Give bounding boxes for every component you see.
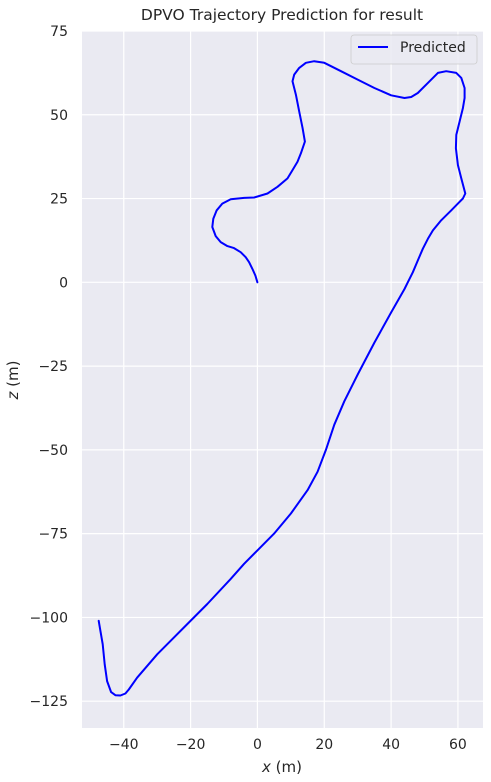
y-tick-label: 50: [50, 108, 68, 124]
y-axis-label-unit: (m): [4, 361, 22, 392]
y-tick-label: −75: [38, 527, 68, 543]
y-tick-labels: 75 50 25 0 −25 −50 −75 −100 −125: [30, 24, 68, 710]
x-axis-label: x (m): [261, 758, 302, 776]
y-tick-label: 0: [59, 275, 68, 291]
x-tick-label: −40: [109, 737, 139, 753]
legend-box: [350, 34, 478, 65]
x-tick-label: 0: [253, 737, 262, 753]
chart-title: DPVO Trajectory Prediction for result: [141, 6, 423, 24]
x-axis-label-var: x: [261, 758, 271, 776]
y-tick-label: −25: [38, 359, 68, 375]
y-tick-label: −50: [38, 443, 68, 459]
series-line-predicted: [97, 60, 467, 697]
x-tick-label: 60: [449, 737, 467, 753]
x-tick-label: 20: [315, 737, 333, 753]
x-tick-label: −20: [176, 737, 206, 753]
series-layer: [97, 60, 467, 697]
plot-background: [82, 31, 483, 728]
y-tick-label: 75: [50, 24, 68, 40]
grid: [82, 30, 483, 728]
x-axis-label-unit: (m): [271, 758, 302, 776]
legend-label-predicted: Predicted: [400, 40, 466, 56]
legend: Predicted: [350, 34, 478, 65]
x-tick-label: 40: [382, 737, 400, 753]
x-tick-labels: −40 −20 0 20 40 60: [109, 737, 467, 753]
y-tick-label: 25: [50, 192, 68, 208]
y-axis-label-var: z: [4, 390, 22, 400]
y-tick-label: −100: [30, 610, 68, 626]
y-tick-label: −125: [30, 694, 68, 710]
y-axis-label: z (m): [4, 361, 22, 401]
